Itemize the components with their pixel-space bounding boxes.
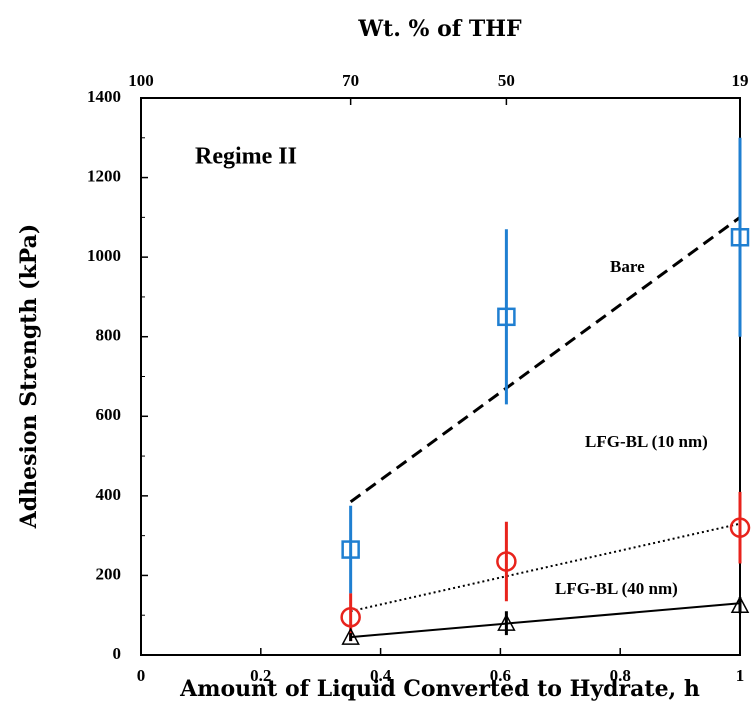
series-label: LFG-BL (10 nm)	[585, 432, 708, 451]
x2-tick-label: 50	[498, 71, 515, 90]
marker	[341, 627, 360, 645]
y-tick-label: 800	[96, 326, 122, 345]
series-label: Bare	[610, 257, 645, 276]
x2-tick-label: 19	[732, 71, 749, 90]
x-tick-label: 0.2	[250, 666, 271, 685]
x-tick-label: 0	[137, 666, 146, 685]
y-axis-label: Adhesion Strength (kPa)	[16, 224, 42, 530]
trend-line	[349, 216, 741, 504]
marker	[730, 595, 750, 614]
x-tick-label: 1	[736, 666, 745, 685]
x-tick-label: 0.8	[610, 666, 631, 685]
trend-line	[350, 522, 741, 613]
marker	[341, 540, 360, 559]
x-axis-label: Amount of Liquid Converted to Hydrate, h	[179, 676, 700, 702]
x2-tick-label: 100	[128, 71, 154, 90]
marker	[497, 307, 516, 327]
series-label: LFG-BL (40 nm)	[555, 579, 678, 598]
marker	[340, 606, 361, 628]
x2-tick-label: 70	[342, 71, 359, 90]
marker	[497, 613, 516, 631]
marker	[729, 517, 751, 538]
y-tick-label: 600	[96, 405, 122, 424]
x-tick-label: 0.4	[370, 666, 392, 685]
annotation: Regime II	[195, 144, 297, 170]
y-tick-label: 200	[96, 564, 122, 583]
y-tick-label: 0	[113, 644, 122, 663]
y-tick-label: 400	[96, 485, 122, 504]
x-tick-label: 0.6	[490, 666, 511, 685]
plot-frame	[140, 97, 741, 656]
y-tick-label: 1200	[87, 166, 121, 185]
chart-title: Wt. % of THF	[357, 16, 522, 42]
trend-line	[350, 602, 741, 639]
y-tick-label: 1400	[87, 87, 121, 106]
y-tick-label: 1000	[87, 246, 121, 265]
marker	[730, 228, 750, 247]
marker	[496, 551, 517, 572]
